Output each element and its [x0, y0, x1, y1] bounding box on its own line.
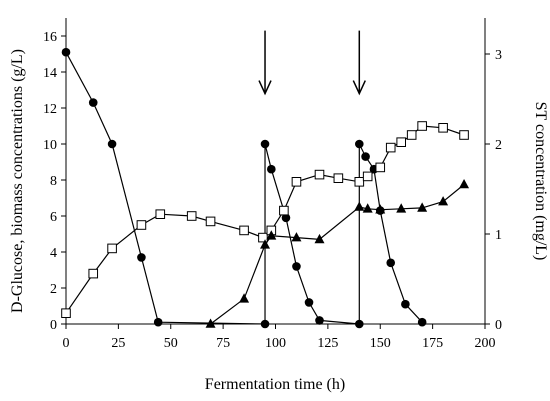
x-tick-label: 50 — [164, 336, 178, 351]
data-point-circle — [315, 316, 324, 325]
y-left-tick-label: 8 — [50, 174, 57, 189]
data-point-square — [186, 211, 197, 221]
y-right-tick-label: 2 — [495, 138, 502, 153]
data-point-circle — [386, 258, 396, 268]
x-tick-label: 75 — [216, 336, 230, 351]
data-point-circle — [137, 253, 146, 262]
y-left-tick-label: 6 — [50, 210, 57, 225]
data-point-square — [333, 173, 344, 183]
data-point-square — [396, 137, 406, 147]
data-point-circle — [88, 98, 98, 107]
down-arrow-head-icon — [352, 80, 366, 96]
y-left-tick-label: 4 — [50, 246, 57, 261]
data-point-square — [258, 232, 268, 243]
y-axis-title-right: ST concentration (mg/L) — [532, 102, 549, 261]
x-tick-label: 125 — [317, 336, 338, 351]
data-point-circle — [401, 299, 410, 309]
data-point-square — [314, 169, 325, 180]
data-point-square — [291, 177, 302, 187]
x-tick-label: 100 — [265, 336, 286, 351]
data-point-square — [155, 209, 166, 219]
data-point-triangle — [375, 204, 386, 214]
data-point-circle — [260, 139, 270, 149]
y-right-tick-label: 0 — [495, 318, 502, 333]
y-right-tick-label: 1 — [495, 228, 502, 243]
series-line-0 — [65, 51, 423, 325]
data-point-square — [354, 177, 365, 187]
data-point-square — [61, 308, 71, 318]
data-point-square — [107, 243, 117, 254]
data-point-circle — [355, 139, 364, 149]
data-point-circle — [281, 213, 291, 223]
x-tick-label: 200 — [475, 336, 496, 351]
data-point-square — [406, 130, 417, 140]
data-point-triangle — [354, 201, 365, 211]
data-point-triangle — [459, 179, 470, 189]
x-tick-label: 150 — [370, 336, 391, 351]
down-arrow-head-icon — [258, 80, 272, 96]
x-tick-label: 25 — [111, 336, 125, 351]
data-point-square — [438, 123, 448, 133]
data-point-circle — [107, 139, 117, 149]
series-line-2 — [210, 184, 465, 325]
data-point-circle — [292, 262, 301, 271]
y-left-tick-label: 2 — [50, 282, 57, 297]
data-point-circle — [355, 319, 364, 329]
data-point-circle — [260, 319, 270, 329]
data-point-square — [362, 171, 373, 182]
data-point-circle — [361, 152, 370, 161]
data-point-square — [375, 162, 386, 173]
data-point-triangle — [362, 203, 373, 213]
x-tick-label: 0 — [63, 336, 70, 351]
y-left-tick-label: 0 — [50, 318, 57, 333]
data-point-square — [385, 142, 396, 153]
data-point-square — [205, 216, 216, 227]
y-left-tick-label: 14 — [43, 66, 57, 81]
y-left-tick-label: 16 — [43, 30, 57, 45]
data-point-triangle — [260, 239, 271, 249]
x-axis-title: Fermentation time (h) — [205, 376, 345, 393]
data-point-square — [88, 268, 99, 279]
data-point-triangle — [396, 203, 407, 213]
y-left-tick-label: 10 — [43, 138, 57, 153]
data-point-square — [459, 130, 469, 140]
data-point-triangle — [291, 232, 302, 242]
y-left-tick-label: 12 — [43, 102, 57, 117]
data-point-square — [417, 121, 427, 131]
data-point-triangle — [417, 202, 428, 212]
data-point-triangle — [314, 233, 325, 244]
data-point-square — [136, 220, 147, 230]
x-tick-label: 175 — [422, 336, 443, 351]
data-point-circle — [267, 164, 276, 174]
data-point-square — [239, 225, 249, 236]
data-point-square — [279, 205, 289, 216]
data-point-triangle — [266, 230, 277, 240]
data-point-circle — [304, 298, 314, 307]
data-point-circle — [61, 47, 71, 57]
y-axis-title-left: D-Glucose, biomass concentrations (g/L) — [9, 49, 26, 313]
data-point-triangle — [438, 196, 449, 206]
data-point-circle — [417, 317, 427, 327]
data-point-circle — [153, 317, 163, 327]
data-point-triangle — [205, 318, 216, 328]
y-right-tick-label: 3 — [495, 48, 502, 63]
data-point-triangle — [239, 293, 250, 303]
